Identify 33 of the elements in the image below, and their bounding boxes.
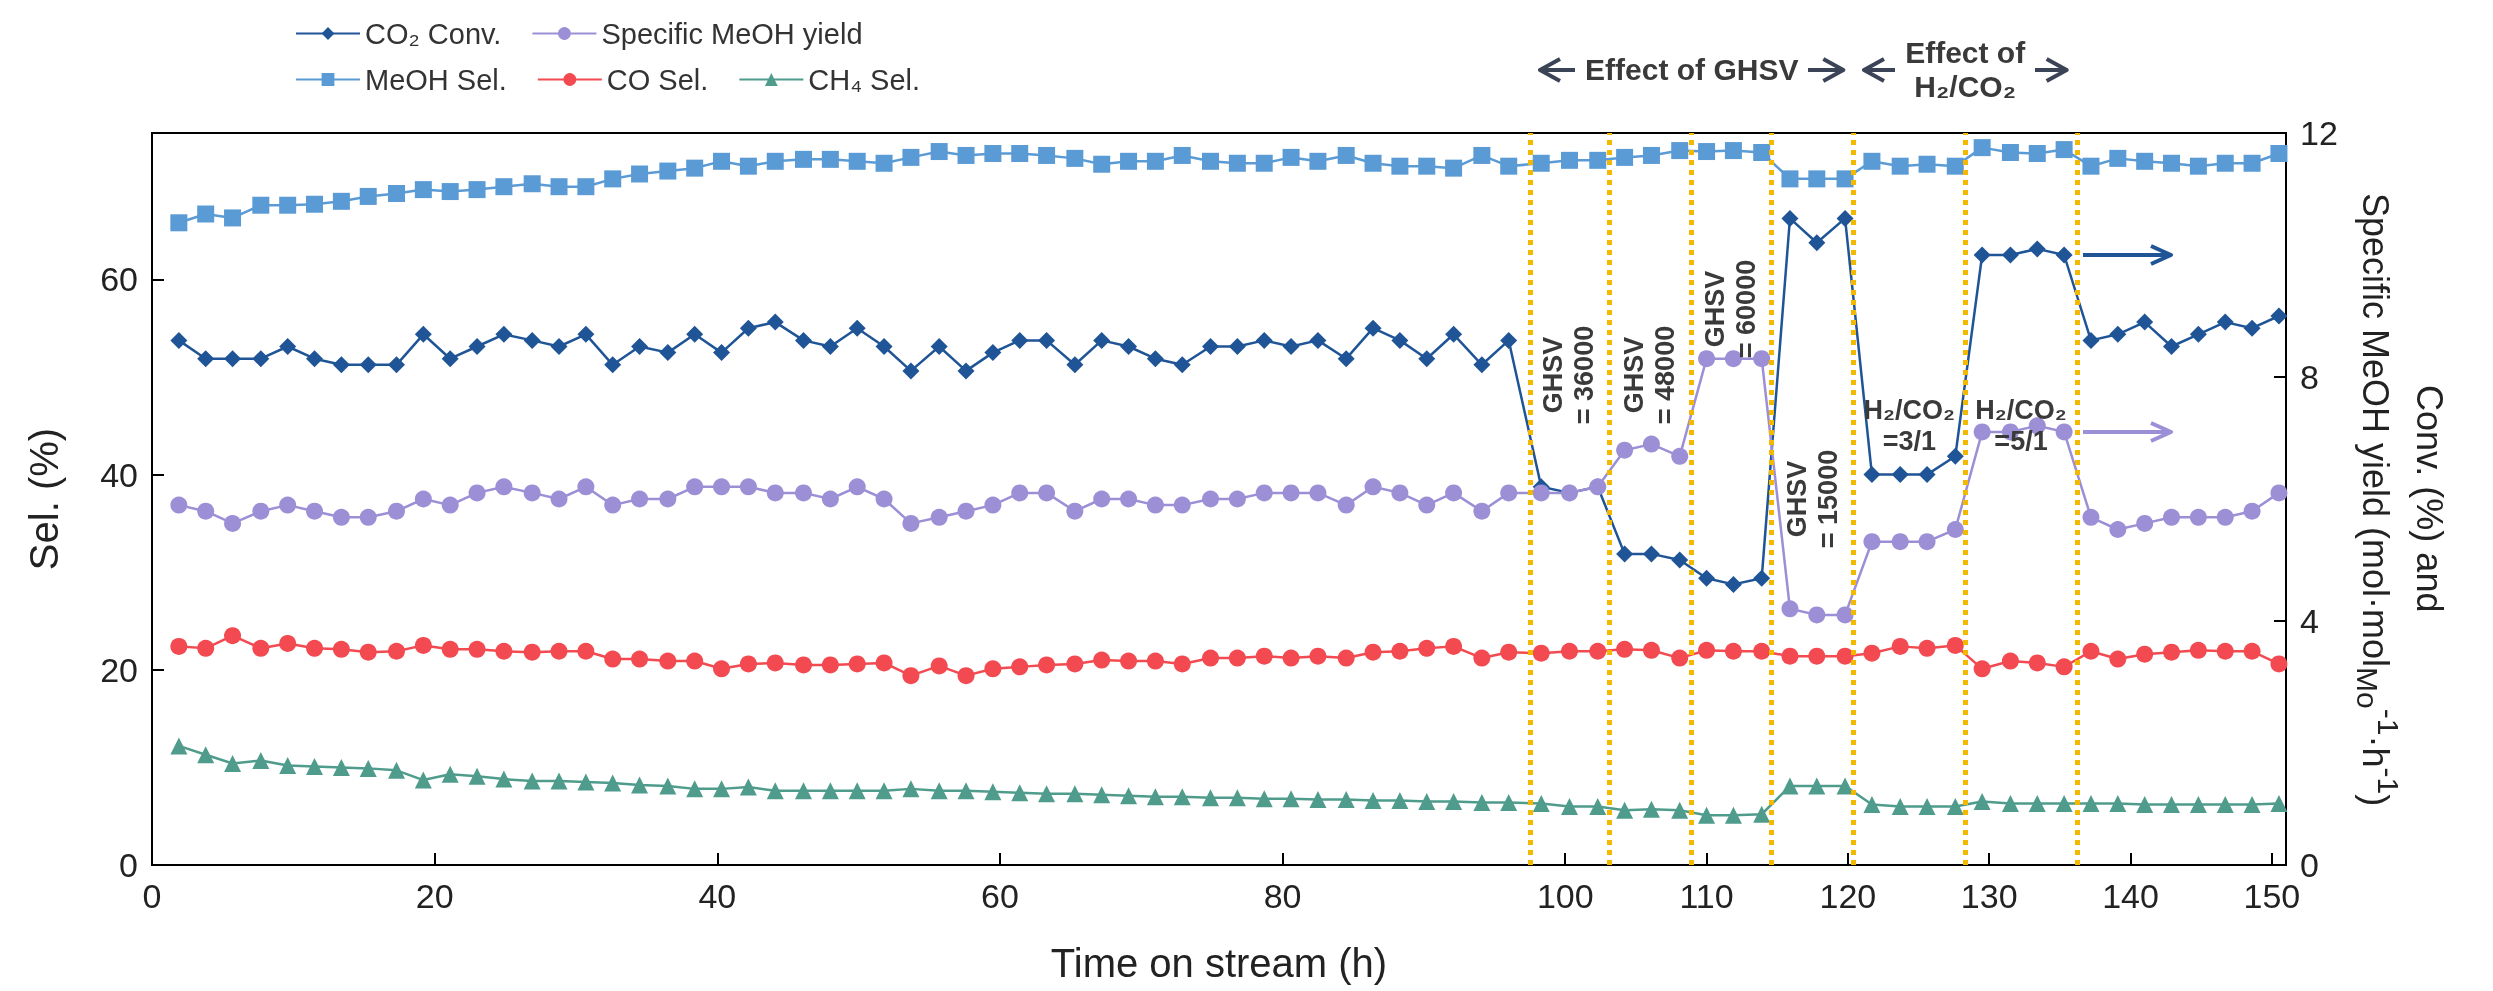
y-tick-label: 0 [119, 846, 138, 884]
annotation: GHSV = 48000 [1618, 325, 1682, 424]
annotation: H₂/CO₂ =5/1 [1975, 394, 2067, 457]
legend-label: Specific MeOH yield [601, 17, 863, 50]
x-tick-label: 60 [981, 877, 1019, 915]
annotation: GHSV = 60000 [1700, 259, 1763, 358]
text: Effect of H₂/CO₂ [1905, 35, 2026, 105]
x-tick-label: 100 [1536, 877, 1594, 915]
x-tick-label: 150 [2243, 877, 2301, 915]
x-tick-label: 140 [2102, 877, 2159, 915]
x-axis-title: Time on stream (h) [1050, 941, 1388, 985]
y-tick-label: 40 [100, 455, 138, 494]
y2-tick-label: 12 [2300, 114, 2338, 152]
annotation: GHSV = 36000 [1538, 325, 1601, 424]
legend-label: CO₂ Conv. [365, 17, 502, 50]
x-tick-label: 130 [1960, 877, 2018, 915]
y2-tick-label: 0 [2300, 846, 2319, 884]
annotation: GHSV = 15000 [1781, 449, 1844, 549]
x-tick-label: 20 [415, 877, 454, 915]
x-tick-label: 80 [1263, 877, 1302, 915]
y-axis-title: Sel. (%) [22, 427, 66, 571]
x-tick-label: 110 [1679, 877, 1734, 915]
y-tick-label: 20 [100, 650, 138, 689]
x-tick-label: 0 [142, 877, 162, 915]
x-tick-label: 40 [698, 877, 737, 915]
y2-tick-label: 8 [2300, 358, 2319, 396]
legend-label: CH₄ Sel. [808, 63, 921, 96]
y2-tick-label: 4 [2300, 602, 2319, 640]
y-tick-label: 60 [100, 260, 138, 299]
legend-label: CO Sel. [606, 63, 709, 96]
x-tick-label: 120 [1819, 877, 1877, 915]
legend-label: MeOH Sel. [365, 63, 507, 96]
text: Effect of GHSV [1585, 52, 1799, 88]
